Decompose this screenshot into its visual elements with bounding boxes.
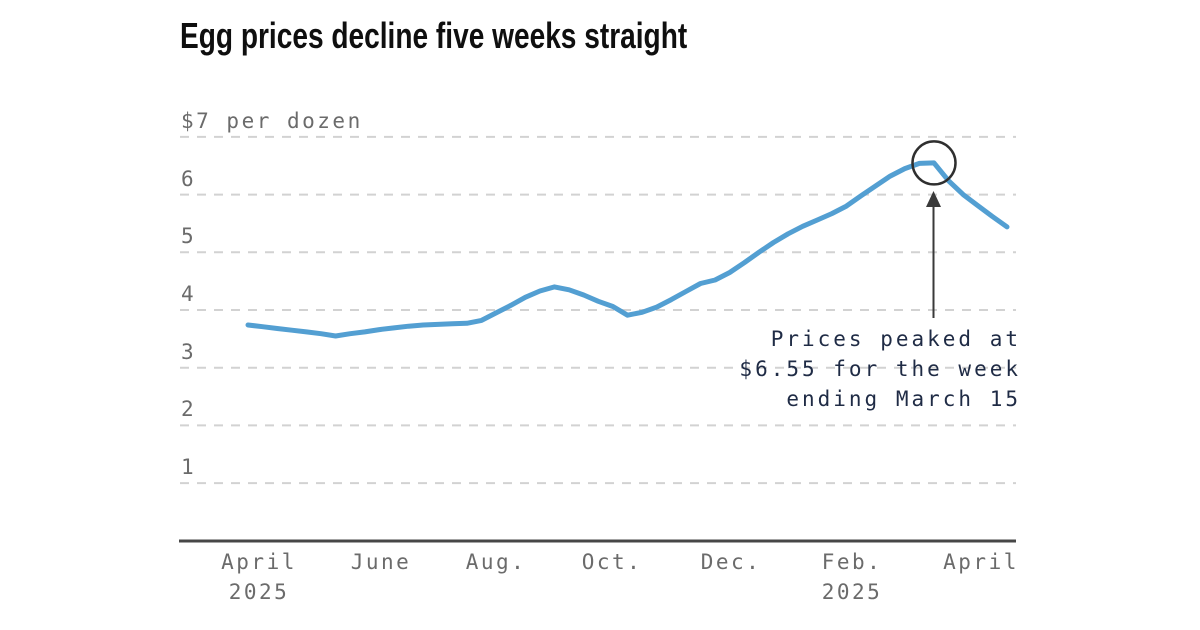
x-axis-label: April 2025 (179, 551, 339, 603)
peak-marker-circle (911, 140, 957, 186)
x-axis-label-month: June (350, 550, 412, 574)
x-axis-label: April (901, 551, 1061, 573)
y-axis-label: 4 (181, 282, 197, 306)
x-axis-label-month: Feb. (821, 550, 883, 574)
x-axis-label-year: 2025 (228, 580, 290, 604)
peak-annotation: Prices peaked at $6.55 for the week endi… (739, 327, 1021, 411)
chart-title: Egg prices decline five weeks straight (180, 15, 688, 56)
annotation-arrowhead-icon (926, 191, 941, 207)
y-axis-label: 5 (181, 224, 197, 249)
y-axis-label: 3 (181, 339, 197, 364)
x-axis-label-month: April (221, 550, 297, 574)
gridlines (180, 135, 1016, 485)
x-axis-label-month: Oct. (581, 550, 643, 574)
x-axis-label-month: April (943, 550, 1019, 574)
x-axis-label: Feb. 2025 (772, 551, 932, 603)
y-axis-label: 1 (181, 455, 197, 480)
y-axis-label: 6 (181, 166, 197, 191)
x-axis-label-month: Dec. (700, 550, 762, 574)
y-axis-label: 2 (181, 397, 197, 422)
y-axis-label: $7 per dozen (181, 108, 363, 133)
x-axis-label: Aug. (416, 551, 576, 573)
price-line (245, 160, 1010, 339)
x-axis-label: June (301, 551, 461, 573)
x-axis-label-year: 2025 (821, 580, 883, 604)
x-axis-label: Oct. (532, 551, 692, 573)
x-axis-label: Dec. (651, 551, 811, 573)
x-axis-label-month: Aug. (465, 550, 527, 574)
